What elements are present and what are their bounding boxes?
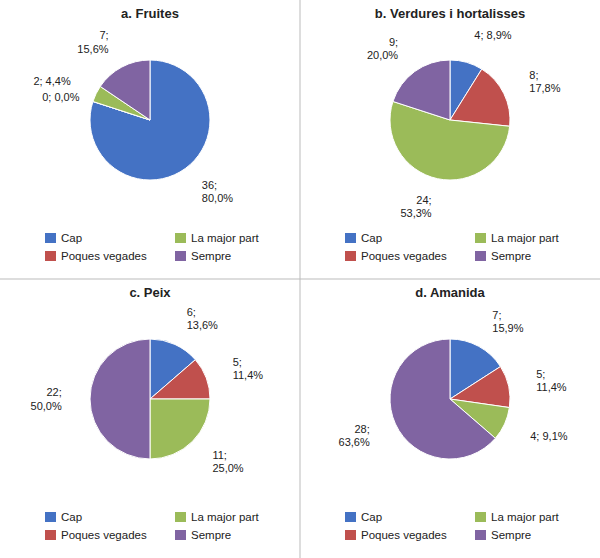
data-label: 28;63,6% bbox=[339, 423, 370, 448]
pie-slice bbox=[390, 339, 495, 459]
legend-label: Poques vegades bbox=[361, 529, 447, 541]
data-label: 36;80,0% bbox=[202, 179, 233, 204]
pie-panel: b. Verdures i hortalisses 4; 8,9% 8;17,8% 2… bbox=[345, 6, 561, 262]
legend-label: Cap bbox=[61, 511, 82, 523]
data-labels: 36;80,0% 0; 0,0% 2; 4,4% 7;15,6% bbox=[33, 29, 233, 203]
legend-label: La major part bbox=[191, 511, 260, 523]
legend: Cap Poques vegades La major part Sempre bbox=[345, 511, 560, 541]
data-label: 5;11,4% bbox=[536, 368, 567, 393]
pie-slice bbox=[150, 399, 210, 459]
legend-swatch bbox=[475, 251, 486, 261]
legend-label: La major part bbox=[491, 232, 560, 244]
chart-title: a. Fruites bbox=[121, 6, 179, 21]
legend-label: Cap bbox=[361, 511, 382, 523]
chart-title: b. Verdures i hortalisses bbox=[375, 6, 525, 21]
legend-swatch bbox=[345, 233, 356, 243]
legend-swatch bbox=[345, 512, 356, 522]
data-labels: 4; 8,9% 8;17,8% 24;53,3% 9;20,0% bbox=[367, 29, 561, 219]
data-label: 2; 4,4% bbox=[33, 75, 71, 87]
legend-swatch bbox=[345, 530, 356, 540]
slices bbox=[390, 339, 510, 459]
legend-label: Cap bbox=[361, 232, 382, 244]
legend-label: Poques vegades bbox=[61, 529, 147, 541]
legend: Cap Poques vegades La major part Sempre bbox=[45, 232, 260, 262]
legend-label: La major part bbox=[191, 232, 260, 244]
data-label: 7;15,9% bbox=[492, 309, 523, 334]
chart-title: d. Amanida bbox=[415, 285, 485, 300]
pie-slice bbox=[150, 360, 210, 399]
legend-label: Sempre bbox=[491, 529, 531, 541]
data-labels: 7;15,9% 5;11,4% 4; 9,1% 28;63,6% bbox=[339, 309, 568, 448]
legend-label: Sempre bbox=[191, 250, 231, 262]
data-label: 9;20,0% bbox=[367, 36, 398, 61]
data-label: 4; 9,1% bbox=[530, 430, 568, 442]
legend-swatch bbox=[345, 251, 356, 261]
pie-slice bbox=[393, 60, 450, 120]
chart-root: a. Fruites 36;80,0% 0; 0,0% 2; 4,4% 7;15,6% C… bbox=[0, 0, 600, 558]
background bbox=[0, 0, 600, 558]
pie-slice bbox=[450, 69, 510, 126]
legend-swatch bbox=[475, 233, 486, 243]
legend-swatch bbox=[45, 233, 56, 243]
pie-slice bbox=[100, 60, 150, 120]
legend-swatch bbox=[175, 233, 186, 243]
legend-label: Cap bbox=[61, 232, 82, 244]
slices bbox=[90, 60, 210, 180]
legend-swatch bbox=[175, 512, 186, 522]
data-labels: 6;13,6% 5;11,4% 11;25,0% 22;50,0% bbox=[31, 306, 264, 474]
divider bbox=[0, 279, 600, 280]
legend-swatch bbox=[45, 251, 56, 261]
legend-swatch bbox=[475, 530, 486, 540]
legend: Cap Poques vegades La major part Sempre bbox=[45, 511, 260, 541]
data-label: 11;25,0% bbox=[212, 449, 243, 474]
chart-title: c. Peix bbox=[129, 285, 171, 300]
data-label: 8;17,8% bbox=[529, 69, 560, 94]
legend-label: Poques vegades bbox=[61, 250, 147, 262]
legend-label: La major part bbox=[491, 511, 560, 523]
legend-label: Sempre bbox=[191, 529, 231, 541]
legend-swatch bbox=[175, 530, 186, 540]
data-label: 7;15,6% bbox=[77, 29, 108, 54]
pie-slice bbox=[90, 60, 210, 180]
data-label: 22;50,0% bbox=[31, 386, 62, 411]
data-label: 6;13,6% bbox=[187, 306, 218, 331]
legend-swatch bbox=[175, 251, 186, 261]
pie-panel: c. Peix 6;13,6% 5;11,4% 11;25,0% 22;50,0% Cap… bbox=[31, 285, 264, 541]
legend-swatch bbox=[475, 512, 486, 522]
slices bbox=[390, 60, 510, 180]
legend: Cap Poques vegades La major part Sempre bbox=[345, 232, 560, 262]
legend-swatch bbox=[45, 530, 56, 540]
pie-panel: a. Fruites 36;80,0% 0; 0,0% 2; 4,4% 7;15,6% C… bbox=[33, 6, 259, 262]
legend-label: Poques vegades bbox=[361, 250, 447, 262]
legend-label: Sempre bbox=[491, 250, 531, 262]
data-label: 0; 0,0% bbox=[42, 91, 80, 103]
legend-swatch bbox=[45, 512, 56, 522]
pie-panel: d. Amanida 7;15,9% 5;11,4% 4; 9,1% 28;63,6% C… bbox=[339, 285, 568, 541]
slices bbox=[90, 339, 210, 459]
data-label: 5;11,4% bbox=[233, 356, 264, 381]
data-label: 24;53,3% bbox=[400, 194, 431, 219]
data-label: 4; 8,9% bbox=[474, 29, 512, 41]
pie-slice bbox=[90, 339, 150, 459]
